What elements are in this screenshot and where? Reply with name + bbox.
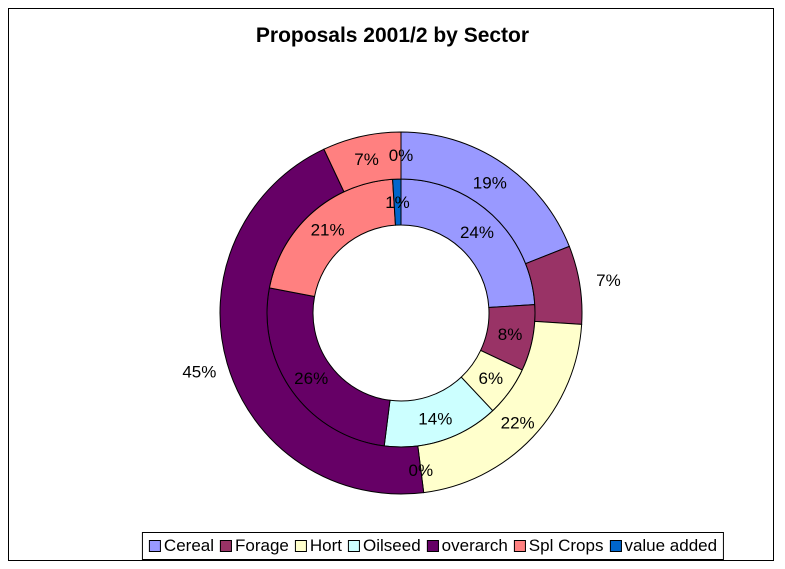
legend-label: Cereal [163, 536, 215, 555]
legend-item-forage: Forage [220, 536, 289, 556]
legend-swatch [348, 540, 361, 552]
outer-slice-spl-crops [323, 131, 402, 193]
legend-swatch [220, 540, 233, 552]
legend-item-overarch: overarch [426, 536, 508, 556]
legend-swatch [513, 540, 526, 552]
inner-data-label-cereal: 24% [460, 223, 494, 242]
outer-data-label-hort: 22% [501, 414, 535, 433]
inner-data-label-forage: 8% [498, 325, 523, 344]
outer-data-label-spl-crops: 7% [354, 150, 379, 169]
legend-label: Spl Crops [528, 536, 604, 555]
legend-label: Hort [309, 536, 343, 555]
legend-label: Forage [235, 536, 289, 555]
inner-data-label-overarch: 26% [294, 369, 328, 388]
outer-data-label-cereal: 19% [473, 173, 507, 192]
outer-data-label-value-added: 0% [389, 146, 414, 165]
inner-data-label-spl-crops: 21% [311, 221, 345, 240]
legend-label: Oilseed [363, 536, 421, 555]
legend-swatch [609, 540, 622, 552]
legend-swatch [294, 540, 307, 552]
outer-data-label-overarch: 45% [182, 363, 216, 382]
legend-label: overarch [441, 536, 508, 555]
inner-data-label-hort: 6% [479, 369, 504, 388]
legend-label: value added [624, 536, 718, 555]
legend-swatch [148, 540, 161, 552]
legend-swatch [426, 540, 439, 552]
legend-item-hort: Hort [294, 536, 343, 556]
legend-item-value-added: value added [609, 536, 717, 556]
legend-item-oilseed: Oilseed [348, 536, 421, 556]
inner-data-label-oilseed: 14% [418, 410, 452, 429]
outer-data-label-forage: 7% [596, 271, 621, 290]
outer-data-label-oilseed: 0% [409, 461, 434, 480]
chart-title: Proposals 2001/2 by Sector [255, 24, 530, 47]
inner-data-label-value-added: 1% [385, 193, 410, 212]
legend-item-cereal: Cereal [148, 536, 215, 556]
legend-item-spl-crops: Spl Crops [513, 536, 604, 556]
outer-slice-overarch [219, 148, 425, 495]
legend: Cereal Forage Hort Oilseed overarch Spl … [141, 532, 725, 560]
